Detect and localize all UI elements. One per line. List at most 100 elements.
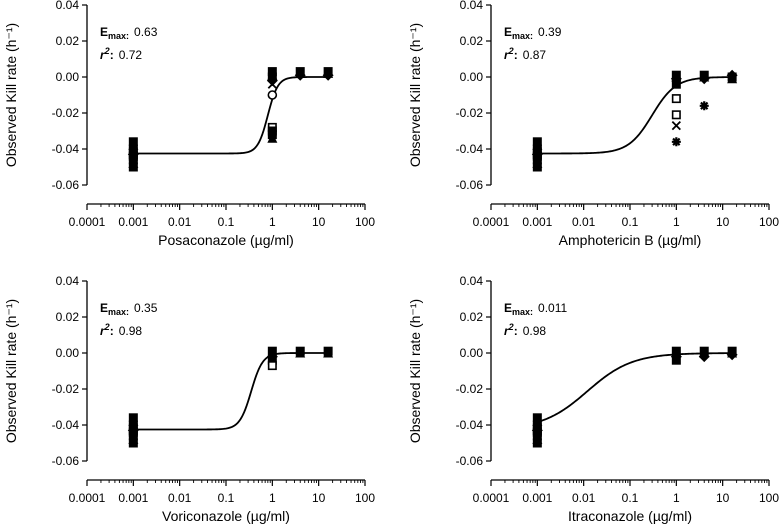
y-tick-label: -0.06 [52,454,80,468]
y-axis-label: Observed Kill rate (h⁻¹) [3,23,19,167]
y-axis-label: Observed Kill rate (h⁻¹) [3,299,19,443]
x-tick-label: 0.1 [218,491,235,505]
r2-colon: : [514,324,518,338]
y-tick-label: -0.02 [456,382,484,396]
data-point [671,120,681,131]
x-tick-label: 0.01 [572,215,596,229]
y-tick-label: -0.02 [52,382,80,396]
x-tick-label: 0.01 [168,491,192,505]
r2-symbol: r [504,48,510,62]
r2-annotation: r2: 0.98 [100,322,142,338]
fit-curve [133,352,329,431]
emax-subscript: max: [108,31,129,41]
y-tick-label: -0.02 [456,106,484,120]
x-tick-label: 0.001 [522,215,552,229]
y-tick-label: -0.04 [52,418,80,432]
chart-panel-3: -0.06 -0.04 -0.02 0.00 0.02 0.04 0.0001 0.001 0.… [3,274,375,524]
emax-annotation: Emax: 0.39 [504,25,562,41]
emax-value: 0.39 [538,25,562,39]
data-point [698,351,710,363]
emax-value: 0.35 [134,301,158,315]
fit-curve [537,352,733,423]
x-tick-label: 0.1 [622,215,639,229]
emax-annotation: Emax: 0.011 [504,301,567,317]
x-tick-label: 0.001 [522,491,552,505]
data-point [726,69,738,81]
data-point [266,75,278,87]
r2-symbol: r [100,48,106,62]
r2-annotation: r2: 0.87 [504,46,546,62]
x-axis-label: Amphotericin B (µg/ml) [559,232,702,248]
x-tick-label: 10 [312,491,326,505]
y-tick-label: 0.00 [56,346,80,360]
x-tick-label: 0.01 [168,215,192,229]
data-point [726,349,738,361]
x-tick-label: 0.0001 [473,215,510,229]
x-tick-label: 10 [312,215,326,229]
data-point [323,347,334,358]
data-point [267,132,278,143]
data-point [671,94,681,104]
data-point [267,90,278,100]
chart-panel-4: -0.06 -0.04 -0.02 0.00 0.02 0.04 0.0001 0.001 0.… [407,274,779,524]
x-tick-label: 100 [355,215,375,229]
x-tick-label: 1 [269,215,276,229]
data-point [671,355,681,365]
emax-annotation: Emax: 0.63 [100,25,158,41]
r2-value: 0.98 [523,324,547,338]
y-tick-label: -0.06 [456,454,484,468]
y-tick-label: -0.04 [52,142,80,156]
y-axis-label: Observed Kill rate (h⁻¹) [407,299,423,443]
x-tick-label: 0.0001 [69,215,106,229]
x-tick-label: 0.1 [218,215,235,229]
x-tick-label: 0.0001 [69,491,106,505]
x-tick-label: 0.0001 [473,491,510,505]
x-tick-label: 0.001 [118,215,148,229]
r2-value: 0.98 [119,324,143,338]
y-tick-label: 0.00 [460,346,484,360]
y-tick-label: 0.02 [56,310,80,324]
data-point [267,361,277,371]
x-tick-label: 1 [269,491,276,505]
r2-annotation: r2: 0.98 [504,322,546,338]
chart-panel-1: -0.06 -0.04 -0.02 0.00 0.02 0.04 0.0001 0.001 0.… [3,0,375,248]
fit-curve [537,76,733,155]
r2-superscript: 2 [508,322,514,332]
emax-value: 0.63 [134,25,158,39]
x-tick-label: 100 [759,215,779,229]
emax-symbol: E [100,301,108,315]
x-tick-label: 0.001 [118,491,148,505]
x-tick-label: 1 [673,491,680,505]
y-tick-label: -0.06 [52,178,80,192]
x-axis-label: Itraconazole (µg/ml) [568,508,692,524]
fit-curve [133,76,329,155]
r2-superscript: 2 [508,46,514,56]
y-tick-label: 0.04 [56,274,80,288]
emax-symbol: E [504,25,512,39]
r2-symbol: r [100,324,106,338]
x-axis-label: Voriconazole (µg/ml) [162,508,290,524]
y-tick-label: 0.02 [460,310,484,324]
y-tick-label: 0.04 [56,0,80,12]
emax-symbol: E [100,25,108,39]
emax-value: 0.011 [538,301,567,315]
y-tick-label: 0.02 [460,34,484,48]
emax-subscript: max: [512,307,533,317]
x-axis-label: Posaconazole (µg/ml) [158,232,294,248]
r2-colon: : [514,48,518,62]
x-tick-label: 100 [759,491,779,505]
y-tick-label: -0.04 [456,418,484,432]
data-point [532,438,542,448]
data-point [671,79,681,89]
r2-annotation: r2: 0.72 [100,46,142,62]
data-point [671,137,681,147]
r2-value: 0.72 [119,48,143,62]
emax-subscript: max: [512,31,533,41]
data-point [532,162,542,172]
data-point [699,101,709,111]
chart-panel-2: -0.06 -0.04 -0.02 0.00 0.02 0.04 0.0001 0.001 0.… [407,0,779,248]
y-axis-label: Observed Kill rate (h⁻¹) [407,23,423,167]
r2-colon: : [110,48,114,62]
x-tick-label: 0.1 [622,491,639,505]
